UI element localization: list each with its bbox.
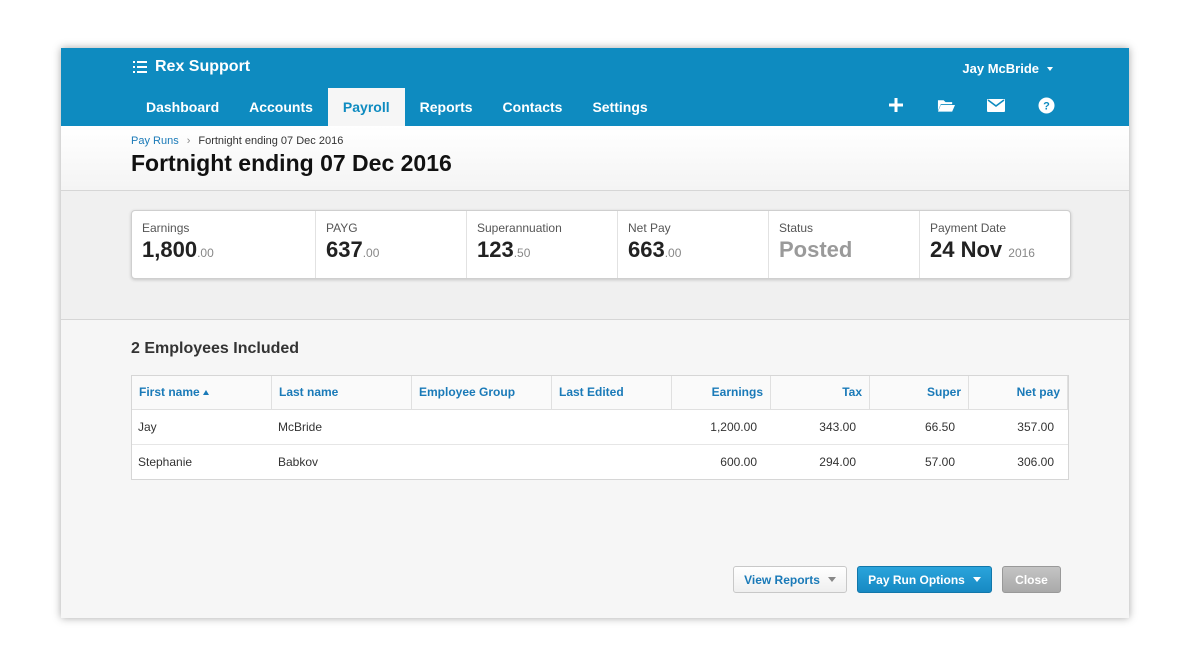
nav-dashboard[interactable]: Dashboard <box>146 99 220 115</box>
column-employee-group[interactable]: Employee Group <box>412 376 552 409</box>
stat-payment-date: Payment Date 24 Nov 2016 <box>920 211 1068 278</box>
cell-net-pay: 357.00 <box>1017 420 1054 434</box>
view-reports-button[interactable]: View Reports <box>733 566 847 593</box>
stat-label: Net Pay <box>628 221 671 235</box>
user-name: Jay McBride <box>962 61 1039 76</box>
plus-icon[interactable] <box>887 96 905 114</box>
nav-settings[interactable]: Settings <box>592 99 648 115</box>
stat-value-main: 663 <box>628 237 665 262</box>
cell-last-name: McBride <box>278 420 323 434</box>
cell-last-name: Babkov <box>278 455 319 469</box>
page-title: Fortnight ending 07 Dec 2016 <box>131 150 452 176</box>
stat-status: Status Posted <box>769 211 920 278</box>
cell-first-name: Stephanie <box>138 455 193 469</box>
stat-label: Payment Date <box>930 221 1007 235</box>
help-icon[interactable]: ? <box>1037 96 1055 114</box>
column-label: First name <box>139 385 200 399</box>
stat-value-cents: .00 <box>197 246 214 260</box>
stat-label: Earnings <box>142 221 190 235</box>
cell-first-name: Jay <box>138 420 157 434</box>
stat-value-main: 637 <box>326 237 363 262</box>
column-earnings[interactable]: Earnings <box>672 376 771 409</box>
org-name: Rex Support <box>155 58 251 75</box>
stat-value: 663.00 <box>628 237 768 263</box>
breadcrumb-pay-runs[interactable]: Pay Runs <box>131 135 179 147</box>
cell-employee-group <box>412 410 552 444</box>
cell-net-pay: 306.00 <box>1017 455 1054 469</box>
stat-value-main: 123 <box>477 237 514 262</box>
nav-contacts[interactable]: Contacts <box>502 99 563 115</box>
breadcrumb-current: Fortnight ending 07 Dec 2016 <box>198 135 344 147</box>
column-net-pay[interactable]: Net pay <box>969 376 1068 409</box>
cell-last-edited <box>552 445 672 479</box>
column-tax[interactable]: Tax <box>771 376 870 409</box>
stat-earnings: Earnings 1,800.00 <box>132 211 316 278</box>
stat-value: 123.50 <box>477 237 617 263</box>
table-row[interactable]: Stephanie Babkov 600.00 294.00 57.00 306… <box>132 445 1068 479</box>
folder-icon[interactable] <box>937 96 955 114</box>
cell-earnings: 1,200.00 <box>710 420 757 434</box>
chevron-down-icon <box>972 577 981 582</box>
stat-label: Status <box>779 221 814 235</box>
close-button[interactable]: Close <box>1002 566 1061 593</box>
pay-run-summary: Earnings 1,800.00 PAYG 637.00 Superannua… <box>131 210 1071 279</box>
mail-icon[interactable] <box>987 96 1005 114</box>
button-label: View Reports <box>744 572 820 587</box>
summary-band: Earnings 1,800.00 PAYG 637.00 Superannua… <box>61 191 1129 320</box>
nav-reports[interactable]: Reports <box>419 99 473 115</box>
user-menu[interactable]: Jay McBride <box>962 61 1053 76</box>
menu-list-icon <box>133 61 147 73</box>
stat-value-main: 24 Nov <box>930 237 1003 262</box>
stat-label: Superannuation <box>477 221 562 235</box>
chevron-down-icon <box>827 577 836 582</box>
top-bar: Rex Support Jay McBride Dashboard Accoun… <box>61 48 1129 126</box>
employees-table: First name Last name Employee Group Last… <box>131 375 1069 480</box>
sort-ascending-icon <box>202 390 209 395</box>
org-switcher[interactable]: Rex Support <box>133 58 250 76</box>
table-row[interactable]: Jay McBride 1,200.00 343.00 66.50 357.00 <box>132 410 1068 445</box>
status-value: Posted <box>779 237 853 262</box>
cell-super: 57.00 <box>924 455 955 469</box>
table-header: First name Last name Employee Group Last… <box>132 376 1068 410</box>
cell-last-edited <box>552 410 672 444</box>
stat-value: 637.00 <box>326 237 466 263</box>
button-label: Pay Run Options <box>868 572 965 587</box>
stat-label: PAYG <box>326 221 358 235</box>
breadcrumb: Pay Runs › Fortnight ending 07 Dec 2016 <box>131 135 343 147</box>
stat-net-pay: Net Pay 663.00 <box>618 211 769 278</box>
nav-payroll[interactable]: Payroll <box>327 88 405 126</box>
stat-superannuation: Superannuation 123.50 <box>467 211 618 278</box>
stat-value-year: 2016 <box>1008 246 1035 260</box>
stat-value-cents: .50 <box>513 246 531 260</box>
nav-accounts[interactable]: Accounts <box>249 99 313 115</box>
stat-value: 1,800.00 <box>142 237 315 263</box>
cell-earnings: 600.00 <box>720 455 757 469</box>
breadcrumb-separator: › <box>186 135 191 147</box>
column-last-name[interactable]: Last name <box>272 376 412 409</box>
stat-value-cents: .00 <box>362 246 380 260</box>
cell-tax: 294.00 <box>819 455 856 469</box>
svg-text:?: ? <box>1043 100 1050 112</box>
stat-value-cents: .00 <box>664 246 682 260</box>
column-first-name[interactable]: First name <box>132 376 272 409</box>
cell-employee-group <box>412 445 552 479</box>
cell-tax: 343.00 <box>819 420 856 434</box>
employees-heading: 2 Employees Included <box>131 340 300 357</box>
pay-run-options-button[interactable]: Pay Run Options <box>857 566 992 593</box>
cell-super: 66.50 <box>924 420 955 434</box>
page-header: Pay Runs › Fortnight ending 07 Dec 2016 … <box>61 126 1129 191</box>
toolbar-icons: ? <box>887 96 1055 114</box>
app-window: Rex Support Jay McBride Dashboard Accoun… <box>61 48 1129 618</box>
stat-value: 24 Nov 2016 <box>930 237 1068 263</box>
main-nav: Dashboard Accounts Payroll Reports Conta… <box>131 88 663 126</box>
stat-payg: PAYG 637.00 <box>316 211 467 278</box>
column-super[interactable]: Super <box>870 376 969 409</box>
column-last-edited[interactable]: Last Edited <box>552 376 672 409</box>
stat-value-main: 1,800 <box>142 237 198 262</box>
chevron-down-icon <box>1047 66 1053 71</box>
